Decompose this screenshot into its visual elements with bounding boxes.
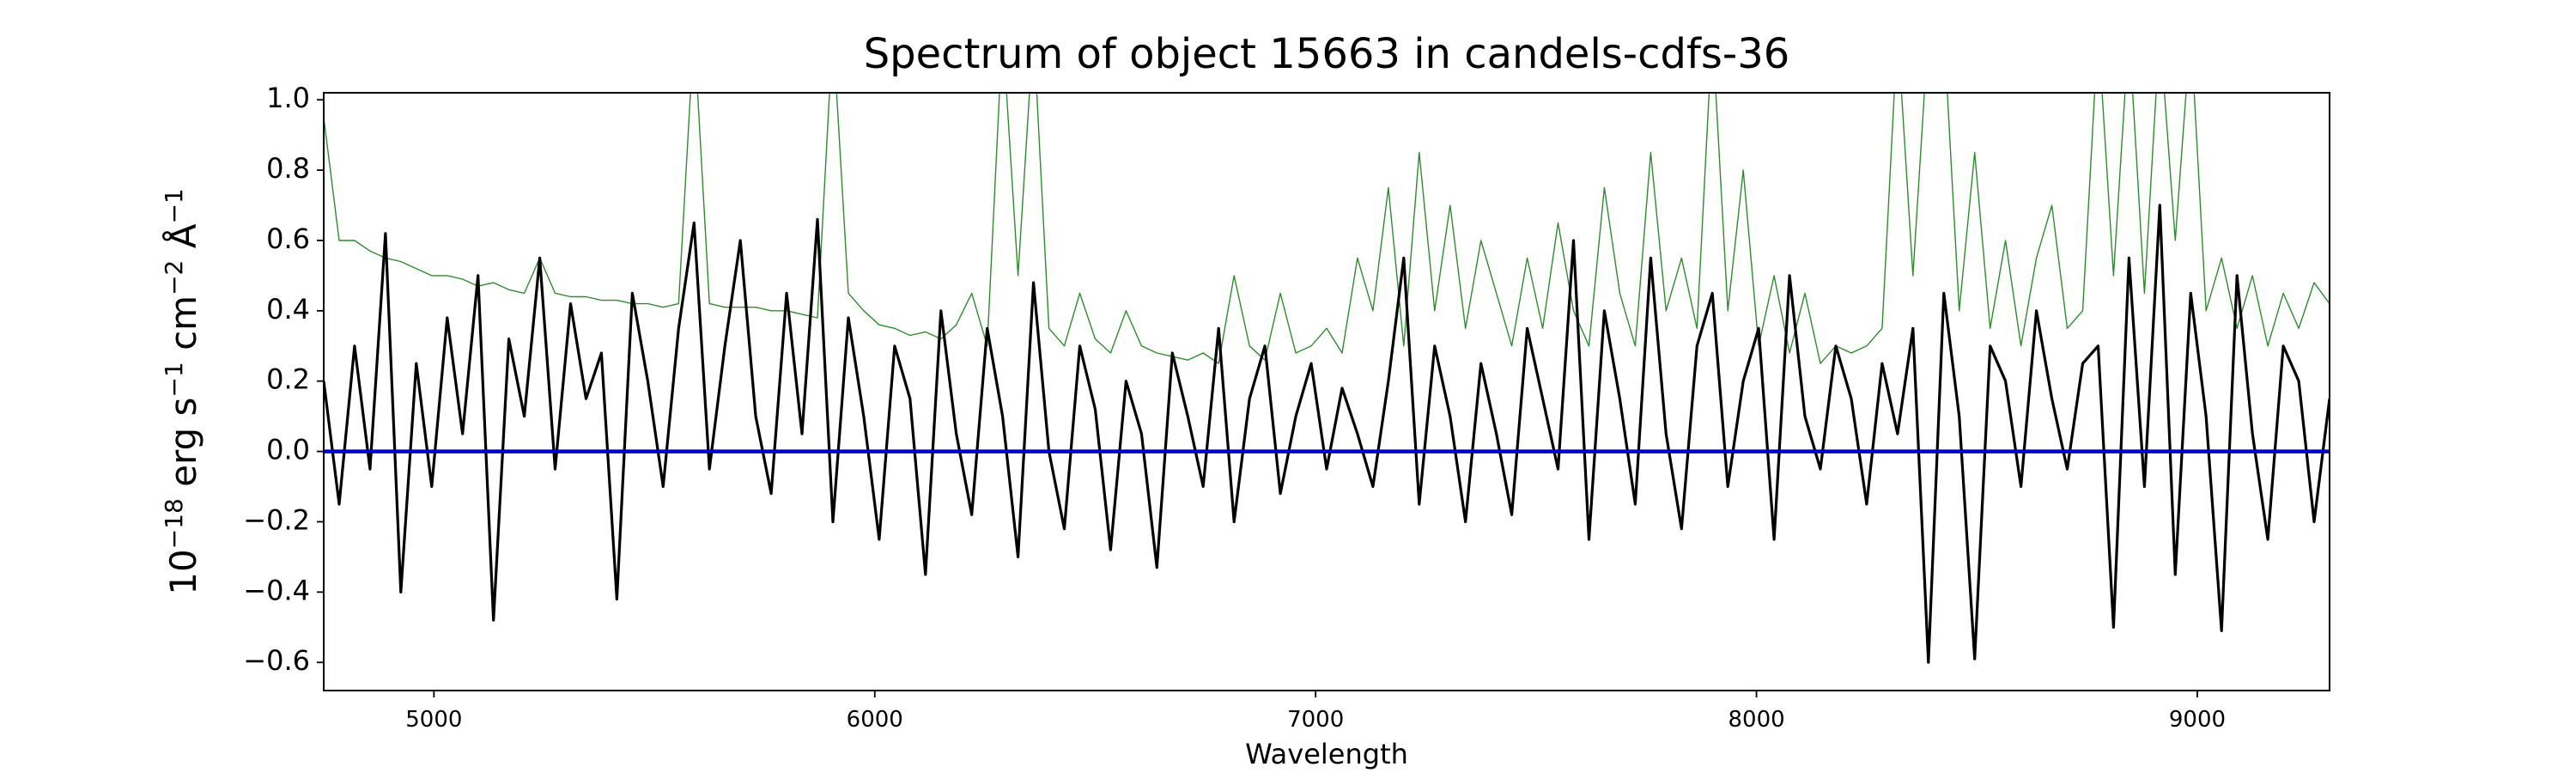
y-tick-label: 1.0 xyxy=(266,82,310,114)
x-tick-label: 9000 xyxy=(2169,707,2226,733)
x-tick-label: 5000 xyxy=(405,707,462,733)
y-tick-label: 0.6 xyxy=(266,222,310,255)
y-tick-label: 0.0 xyxy=(266,434,310,466)
x-tick-label: 6000 xyxy=(847,707,903,733)
y-label-text: cm xyxy=(162,295,204,362)
x-tick-label: 8000 xyxy=(1728,707,1784,733)
y-label-text: erg s xyxy=(162,398,204,499)
x-axis-label: Wavelength xyxy=(1245,738,1408,770)
plot-area xyxy=(324,93,2330,664)
axes-frame xyxy=(323,92,2330,691)
y-label-superscript: −1 xyxy=(160,188,188,223)
y-tick-label: 0.4 xyxy=(266,293,310,326)
y-label-text: Å xyxy=(161,223,204,259)
y-tick-label: −0.6 xyxy=(243,644,310,677)
spectrum-line xyxy=(324,204,2330,664)
y-label-superscript: −2 xyxy=(160,260,188,295)
y-tick-label: 0.2 xyxy=(266,363,310,396)
y-tick-label: −0.2 xyxy=(243,503,310,536)
y-tick-label: 0.8 xyxy=(266,152,310,185)
spectrum-line xyxy=(324,93,2330,364)
y-label-superscript: −1 xyxy=(160,362,188,397)
y-label-text: 10 xyxy=(162,549,204,594)
y-axis-label: 10−18 erg s−1 cm−2 Å−1 xyxy=(160,188,204,594)
y-label-superscript: −18 xyxy=(160,498,188,549)
chart-title: Spectrum of object 15663 in candels-cdfs… xyxy=(864,30,1790,78)
x-tick-label: 7000 xyxy=(1287,707,1344,733)
y-tick-label: −0.4 xyxy=(243,574,310,606)
